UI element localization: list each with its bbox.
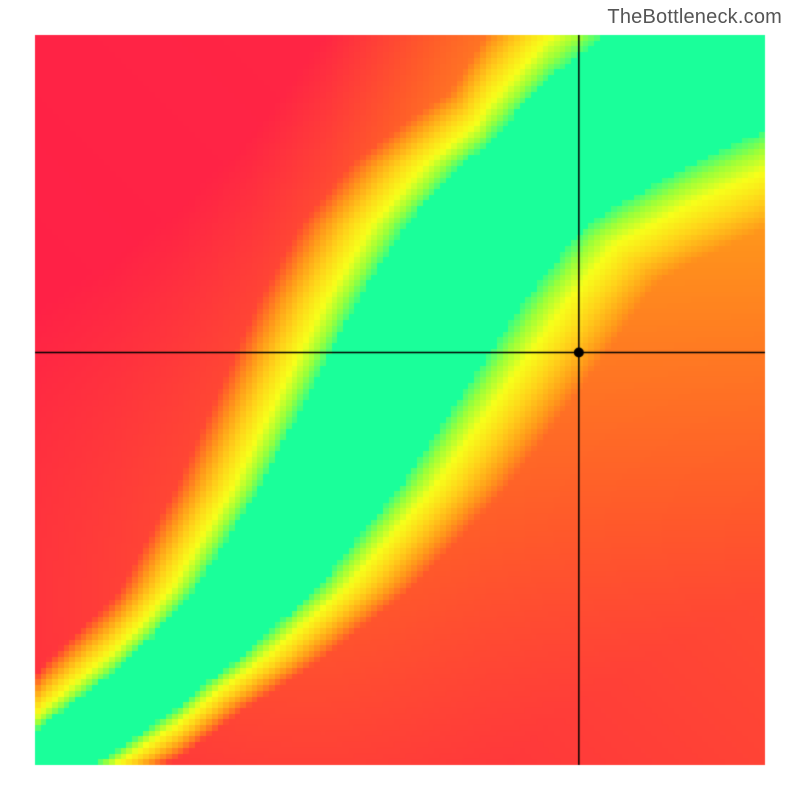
bottleneck-heatmap [0, 0, 800, 800]
chart-container: TheBottleneck.com [0, 0, 800, 800]
watermark-label: TheBottleneck.com [607, 6, 782, 29]
